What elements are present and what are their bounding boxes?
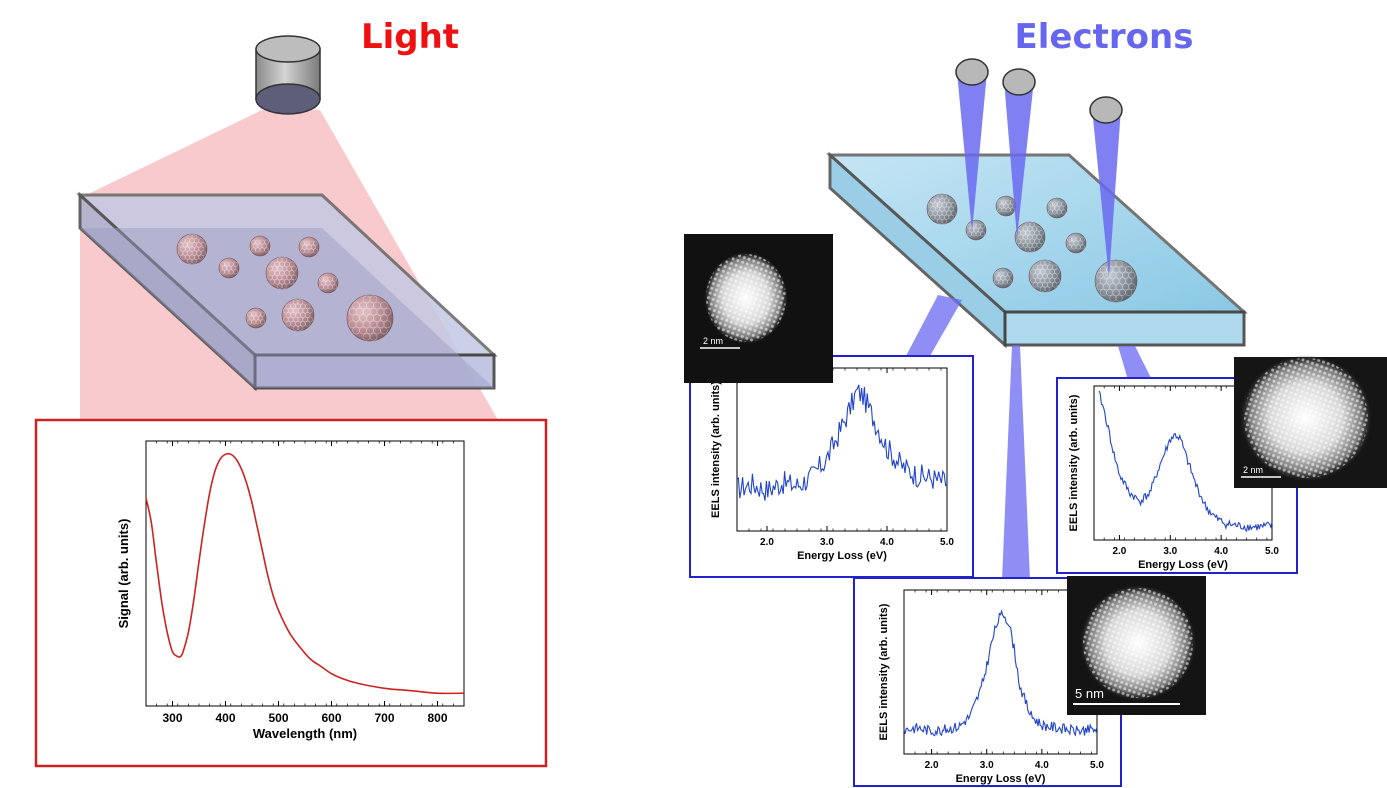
nanoparticle-icon — [281, 298, 315, 332]
electron-beams — [906, 72, 1152, 580]
data-line — [145, 452, 465, 695]
nanoparticle-icon — [346, 294, 394, 342]
nanoparticle-icon — [992, 267, 1014, 289]
x-tick-label: 2.0 — [1112, 546, 1126, 557]
x-tick-label: 700 — [374, 711, 394, 725]
x-tick-label: 3.0 — [980, 760, 994, 771]
nanoparticle-icon — [245, 307, 267, 329]
eels-right-chart: 2.0 3.0 4.0 5.0 Energy Loss (eV) EELS intensi… — [1068, 385, 1279, 571]
data-line — [1098, 390, 1273, 533]
nanoparticle-icon — [265, 256, 299, 290]
x-tick-label: 600 — [321, 711, 341, 725]
micrograph-right-scale: 2 nm — [1243, 465, 1263, 475]
nanoparticle-icon — [249, 235, 271, 257]
micrograph-left: 2 nm — [684, 234, 833, 383]
nanoparticles-light — [176, 233, 394, 342]
nanoparticle-icon — [926, 193, 958, 225]
nanoparticle-icon — [218, 257, 240, 279]
x-tick-label: 3.0 — [1163, 546, 1177, 557]
nanoparticle-icon — [965, 219, 987, 241]
nanoparticle-icon — [1028, 259, 1062, 293]
nanoparticle-icon — [317, 272, 339, 294]
x-tick-label: 4.0 — [880, 537, 894, 548]
x-tick-label: 500 — [268, 711, 288, 725]
x-tick-label: 5.0 — [1090, 760, 1104, 771]
x-axis-label: Energy Loss (eV) — [956, 773, 1046, 785]
y-axis-label: EELS intensity (arb. units) — [878, 603, 890, 740]
electrons-title: Electrons — [1015, 17, 1194, 57]
eels-bottom-chart: 2.0 3.0 4.0 5.0 Energy Loss (eV) EELS intensi… — [878, 589, 1104, 785]
x-tick-label: 5.0 — [1265, 546, 1279, 557]
x-tick-label: 5.0 — [940, 537, 954, 548]
nanoparticle-icon — [298, 236, 320, 258]
electron-gun-icon — [955, 58, 1123, 124]
x-tick-label: 2.0 — [925, 760, 939, 771]
x-tick-label: 800 — [427, 711, 447, 725]
y-axis-label: EELS intensity (arb. units) — [1068, 394, 1080, 531]
light-source-icon — [255, 35, 321, 115]
optical-spectrum-chart: 300 400 500 600 700 800 Wavelength (nm) Signal … — [116, 440, 465, 741]
x-tick-label: 2.0 — [760, 537, 774, 548]
nanoparticle-icon — [1065, 232, 1087, 254]
data-line — [736, 384, 948, 501]
x-tick-label: 300 — [162, 711, 182, 725]
x-tick-label: 400 — [215, 711, 235, 725]
data-line — [903, 609, 1098, 737]
micrograph-bottom: 5 nm — [1067, 576, 1206, 715]
plot-area — [736, 367, 948, 532]
micrograph-left-scale: 2 nm — [703, 336, 723, 346]
nanoparticles-electrons — [926, 193, 1138, 303]
x-axis-label: Energy Loss (eV) — [797, 550, 887, 562]
x-tick-label: 4.0 — [1035, 760, 1049, 771]
x-tick-label: 3.0 — [820, 537, 834, 548]
x-axis-label: Energy Loss (eV) — [1138, 559, 1228, 571]
light-chart-frame — [34, 418, 548, 768]
micrograph-right: 2 nm — [1234, 355, 1387, 488]
nanoparticle-icon — [176, 233, 208, 265]
light-title: Light — [361, 17, 459, 57]
nanoparticle-icon — [1094, 259, 1138, 303]
nanoparticle-icon — [995, 195, 1017, 217]
y-axis-label: EELS intensity (arb. units) — [710, 381, 722, 518]
x-axis-label: Wavelength (nm) — [253, 726, 357, 741]
eels-left-chart: 2.0 3.0 4.0 5.0 Energy Loss (eV) EELS intensi… — [710, 367, 954, 562]
x-tick-label: 4.0 — [1214, 546, 1228, 557]
micrograph-bottom-scale: 5 nm — [1075, 686, 1104, 701]
y-axis-label: Signal (arb. units) — [116, 519, 131, 629]
nanoparticle-icon — [1014, 221, 1046, 253]
nanoparticle-icon — [1046, 197, 1068, 219]
